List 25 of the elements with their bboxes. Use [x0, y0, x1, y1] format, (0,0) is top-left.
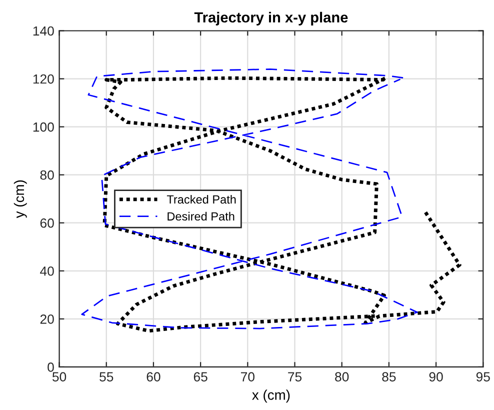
legend-label: Desired Path [168, 212, 234, 221]
x-tick-label: 60 [146, 372, 160, 382]
y-axis-title: y (cm) [14, 180, 27, 218]
y-tick-label: 140 [33, 26, 54, 36]
y-tick-label: 100 [33, 122, 54, 132]
x-tick-label: 95 [476, 372, 490, 382]
x-axis-title: x (cm) [252, 390, 290, 403]
y-tick-label: 120 [33, 74, 54, 84]
y-tick-label: 80 [40, 170, 54, 180]
x-tick-label: 65 [194, 372, 208, 382]
x-tick-label: 80 [335, 372, 349, 382]
line-series [102, 76, 462, 333]
line-series [81, 68, 418, 330]
x-tick-label: 70 [241, 372, 254, 382]
x-tick-label: 75 [288, 372, 302, 382]
y-tick-label: 40 [40, 266, 54, 276]
x-tick-label: 55 [100, 372, 114, 382]
x-tick-label: 85 [382, 372, 396, 382]
y-tick-label: 60 [40, 218, 54, 228]
legend-label: Tracked Path [166, 194, 236, 204]
x-tick-label: 50 [52, 372, 66, 382]
y-tick-label: 0 [48, 362, 54, 372]
y-tick-label: 20 [40, 314, 54, 324]
x-tick-label: 90 [429, 372, 443, 382]
chart-title: Trajectory in x-y plane [194, 12, 348, 26]
